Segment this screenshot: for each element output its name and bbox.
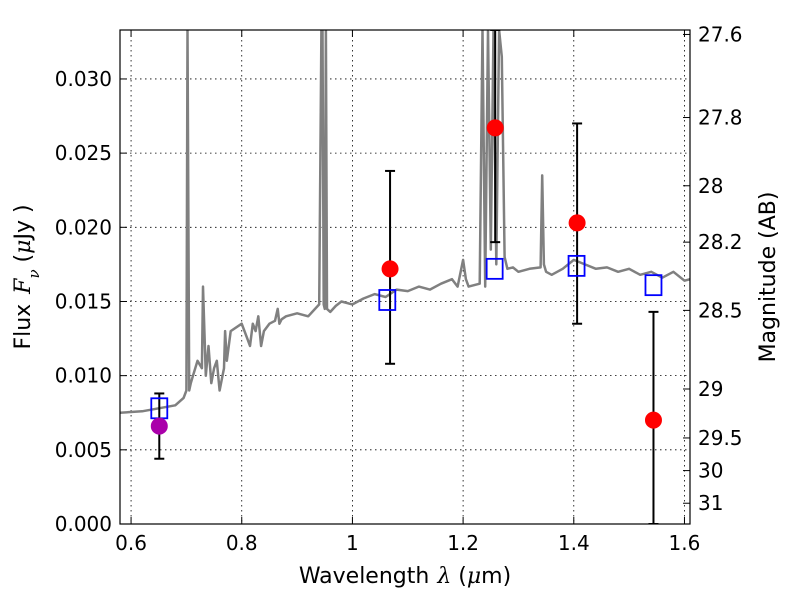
y-axis-title-text: Flux <box>11 304 36 350</box>
x-axis-title: Wavelength λ (μm) <box>299 564 511 589</box>
observed-flux-marker <box>568 214 586 232</box>
x-tick-label: 1.4 <box>558 531 590 555</box>
y-tick-label: 0.000 <box>55 512 112 536</box>
y2-axis-title: Magnitude (AB) <box>756 192 781 363</box>
x-axis-unit-close: m) <box>481 564 511 589</box>
y-tick-label: 0.015 <box>55 289 112 313</box>
y2-tick-label: 27.8 <box>698 106 743 130</box>
plot-frame <box>119 29 691 525</box>
y-axis-ticks: 0.000 0.005 0.010 0.015 0.020 0.025 0.030 <box>55 67 127 536</box>
y2-tick-label: 29 <box>698 377 723 401</box>
y-axis-title: Flux Fν (μJy ) <box>11 204 43 349</box>
y2-axis-ticks: 27.6 27.8 28 28.2 28.5 29 29.5 30 31 <box>683 22 743 515</box>
model-spectrum-line <box>120 30 690 414</box>
y-axis-unit-mu: μ <box>11 240 36 254</box>
x-tick-label: 0.6 <box>115 531 147 555</box>
y-tick-label: 0.005 <box>55 438 112 462</box>
observed-flux-marker <box>644 411 662 429</box>
y-tick-label: 0.030 <box>55 67 112 91</box>
y2-tick-label: 30 <box>698 459 723 483</box>
y-axis-unit-close: Jy ) <box>11 204 36 241</box>
x-tick-label: 1.2 <box>447 531 479 555</box>
observed-flux-marker <box>486 119 504 137</box>
y2-tick-label: 29.5 <box>698 426 743 450</box>
y-tick-label: 0.010 <box>55 364 112 388</box>
y2-tick-label: 28.2 <box>698 230 743 254</box>
y-axis-symbol: F <box>11 278 36 295</box>
x-axis-symbol: λ <box>436 564 451 589</box>
x-axis-unit-mu: μ <box>467 564 481 589</box>
x-tick-label: 1.6 <box>669 531 701 555</box>
x-tick-label: 0.8 <box>226 531 258 555</box>
x-axis-title-text: Wavelength <box>299 564 430 589</box>
model-photometry-marker <box>485 257 504 280</box>
y2-tick-label: 28.5 <box>698 298 743 322</box>
spectrum-layer <box>120 30 690 414</box>
y-axis-symbol-sub: ν <box>25 269 43 278</box>
y2-tick-label: 27.6 <box>698 22 743 46</box>
model-photometry-marker <box>644 274 663 297</box>
observed-flux-marker <box>150 417 168 435</box>
x-axis-unit-open: ( <box>451 564 467 589</box>
x-axis-ticks: 0.6 0.8 1 1.2 1.4 1.6 <box>115 30 700 555</box>
y-tick-label: 0.020 <box>55 215 112 239</box>
y2-tick-label: 31 <box>698 491 723 515</box>
y2-tick-label: 28 <box>698 174 723 198</box>
y-axis-unit-open: ( <box>11 254 36 270</box>
y-tick-label: 0.025 <box>55 141 112 165</box>
x-tick-label: 1 <box>346 531 359 555</box>
markers <box>150 119 663 435</box>
model-photometry-marker <box>378 289 397 311</box>
plot-area <box>120 30 690 524</box>
observed-flux-marker <box>381 260 399 278</box>
model-photometry-marker <box>567 254 586 277</box>
